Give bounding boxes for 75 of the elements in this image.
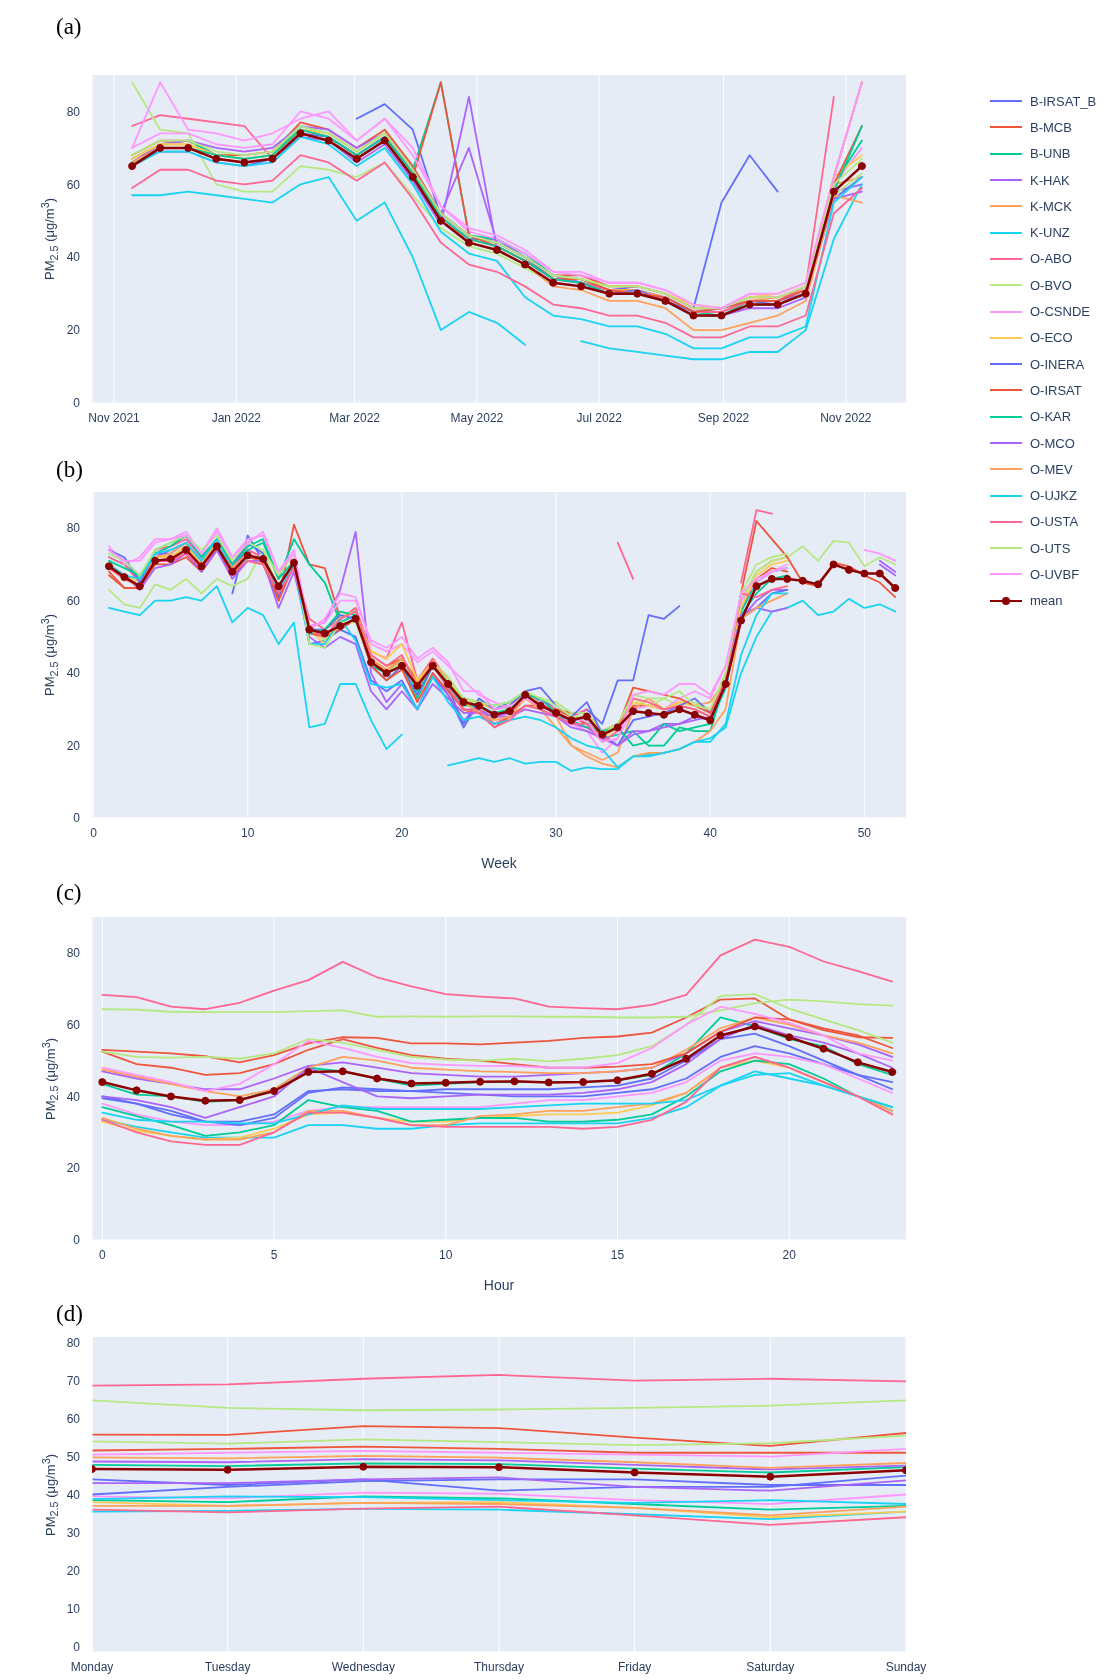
x-tick-label: Monday <box>70 1659 114 1674</box>
y-tick-label: 80 <box>66 946 81 961</box>
x-tick-label: 20 <box>395 825 409 840</box>
y-tick-label: 80 <box>66 1335 81 1350</box>
legend-label: O-INERA <box>1030 356 1085 372</box>
y-tick-label: 30 <box>66 1525 81 1540</box>
legend-label: O-KAR <box>1030 409 1072 425</box>
x-axis-title: Hour <box>483 1277 515 1293</box>
chart-title: (c) <box>56 880 82 906</box>
legend-label: K-HAK <box>1030 172 1070 188</box>
legend-label: B-UNB <box>1030 146 1071 162</box>
legend-label: O-ECO <box>1030 330 1073 346</box>
chart-title: (b) <box>56 457 83 483</box>
y-tick-label: 40 <box>66 1487 81 1502</box>
x-tick-label: 0 <box>98 1247 106 1262</box>
chart-title: (d) <box>56 1301 83 1327</box>
y-tick-label: 0 <box>73 1233 81 1248</box>
x-tick-label: Saturday <box>746 1659 795 1674</box>
x-tick-label: 40 <box>703 825 718 840</box>
x-tick-label: Nov 2022 <box>820 410 872 425</box>
x-tick-label: Sep 2022 <box>697 410 750 425</box>
x-tick-label: Wednesday <box>331 1659 395 1674</box>
legend-label: O-UVBF <box>1030 566 1080 582</box>
y-tick-label: 0 <box>73 811 81 826</box>
y-tick-label: 50 <box>66 1449 81 1464</box>
y-tick-label: 60 <box>66 1017 81 1032</box>
legend-label: K-UNZ <box>1030 225 1070 241</box>
x-tick-label: 20 <box>782 1247 797 1262</box>
legend-label: B-MCB <box>1030 119 1072 135</box>
x-tick-label: 30 <box>549 825 564 840</box>
y-tick-label: 80 <box>66 104 81 119</box>
x-tick-label: 5 <box>270 1247 278 1262</box>
y-tick-label: 20 <box>66 738 81 753</box>
y-tick-label: 20 <box>66 1563 81 1578</box>
x-tick-label: 10 <box>439 1247 453 1262</box>
x-tick-label: Sunday <box>885 1659 927 1674</box>
y-tick-label: 60 <box>66 593 81 608</box>
legend-label: mean <box>1030 593 1063 609</box>
y-tick-label: 20 <box>66 1161 81 1176</box>
x-tick-label: 10 <box>241 825 255 840</box>
x-tick-label: Thursday <box>473 1659 525 1674</box>
y-tick-label: 80 <box>66 521 81 536</box>
legend-label: O-CSNDE <box>1030 304 1090 320</box>
legend-label: O-UTS <box>1030 540 1071 556</box>
x-tick-label: 0 <box>90 825 98 840</box>
y-tick-label: 70 <box>66 1373 81 1388</box>
x-tick-label: May 2022 <box>450 410 504 425</box>
y-tick-label: 60 <box>66 1411 81 1426</box>
x-tick-label: Mar 2022 <box>329 410 381 425</box>
x-tick-label: 50 <box>857 825 872 840</box>
x-tick-label: Nov 2021 <box>88 410 141 425</box>
legend-label: O-MEV <box>1030 461 1073 477</box>
y-tick-label: 0 <box>73 396 81 411</box>
legend-label: O-USTA <box>1030 514 1079 530</box>
legend-label: O-MCO <box>1030 435 1075 451</box>
x-tick-label: Jul 2022 <box>576 410 623 425</box>
legend-label: K-MCK <box>1030 198 1072 214</box>
x-axis-title: Week <box>481 855 518 871</box>
legend-label: O-IRSAT <box>1030 382 1082 398</box>
x-tick-label: Jan 2022 <box>211 410 262 425</box>
x-tick-label: 15 <box>610 1247 625 1262</box>
y-tick-label: 60 <box>66 177 81 192</box>
legend-label: O-ABO <box>1030 251 1072 267</box>
chart-title: (a) <box>56 14 82 40</box>
y-tick-label: 40 <box>66 1089 81 1104</box>
legend-label: B-IRSAT_B <box>1030 93 1097 109</box>
y-tick-label: 40 <box>66 666 81 681</box>
y-tick-label: 40 <box>66 250 81 265</box>
x-tick-label: Tuesday <box>204 1659 251 1674</box>
x-tick-label: Friday <box>617 1659 652 1674</box>
y-tick-label: 0 <box>73 1639 81 1654</box>
y-tick-label: 20 <box>66 323 81 338</box>
legend-label: O-BVO <box>1030 277 1072 293</box>
y-tick-label: 10 <box>66 1601 81 1616</box>
legend-label: O-UJKZ <box>1030 488 1077 504</box>
